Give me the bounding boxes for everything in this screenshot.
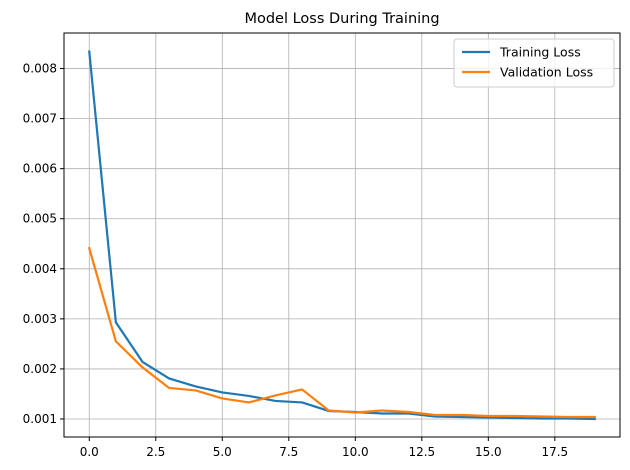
y-tick-label: 0.005 xyxy=(23,212,57,226)
x-tick-label: 17.5 xyxy=(541,445,568,459)
y-tick-label: 0.004 xyxy=(23,262,57,276)
y-tick-label: 0.002 xyxy=(23,362,57,376)
series-line-validation-loss xyxy=(87,246,596,419)
legend-label-validation-loss: Validation Loss xyxy=(500,65,593,80)
legend-box xyxy=(453,38,615,88)
x-tick-label: 10.0 xyxy=(342,445,369,459)
x-tick-label: 2.5 xyxy=(146,445,165,459)
x-tick-label: 5.0 xyxy=(213,445,232,459)
y-tick-label: 0.006 xyxy=(23,162,57,176)
x-tick-label: 0.0 xyxy=(80,445,99,459)
ticks-layer: 0.0 2.5 5.0 7.5 10.0 12.5 15.0 17.5 0.001 0.002 0.… xyxy=(23,62,569,459)
legend: Training Loss Validation Loss xyxy=(453,38,615,88)
x-tick-label: 15.0 xyxy=(475,445,502,459)
plot-frame xyxy=(63,32,621,438)
series-layer xyxy=(87,50,596,421)
x-tick-label: 12.5 xyxy=(408,445,435,459)
y-tick-label: 0.001 xyxy=(23,412,57,426)
x-tick-label: 7.5 xyxy=(279,445,298,459)
y-tick-label: 0.007 xyxy=(23,112,57,126)
y-tick-label: 0.003 xyxy=(23,312,57,326)
grid-layer xyxy=(64,33,620,437)
y-tick-label: 0.008 xyxy=(23,62,57,76)
chart-title: Model Loss During Training xyxy=(244,11,439,27)
legend-label-training-loss: Training Loss xyxy=(499,45,581,60)
